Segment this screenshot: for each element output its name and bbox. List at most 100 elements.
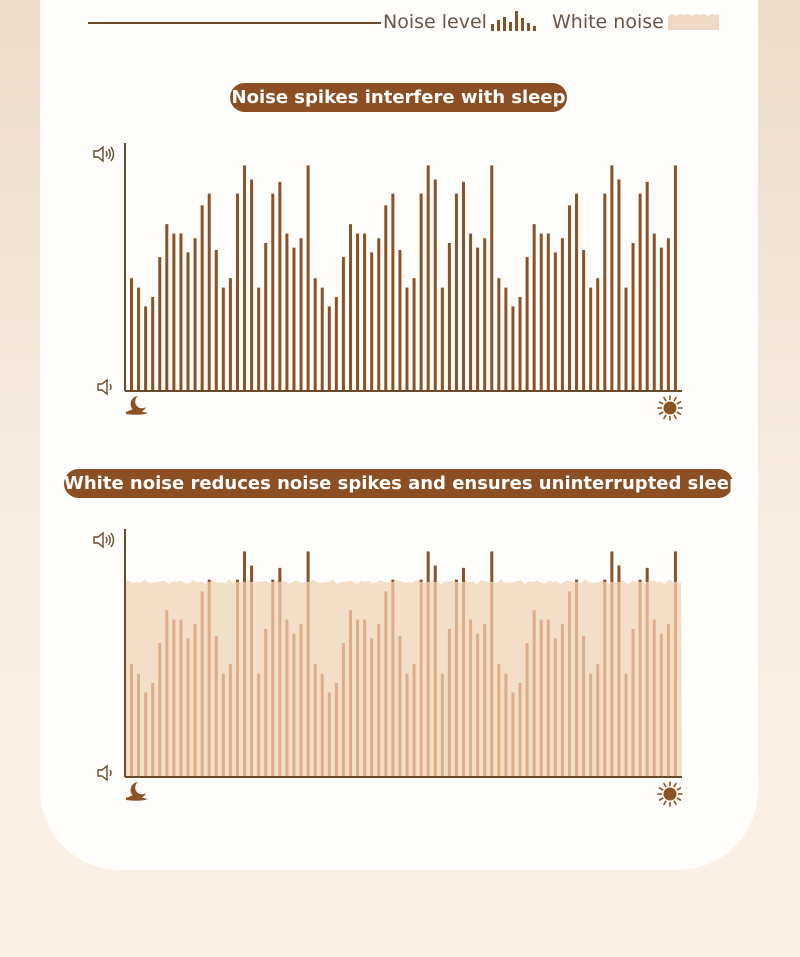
bar-masked [320, 673, 324, 777]
bar [377, 238, 381, 391]
bar [250, 179, 254, 391]
bar [532, 224, 536, 391]
bar [172, 233, 176, 391]
bar-masked [617, 581, 621, 777]
bar-masked [370, 638, 374, 777]
bar-masked [363, 619, 367, 777]
bar [419, 579, 423, 582]
bar-masked [186, 638, 190, 777]
bar-masked [235, 581, 239, 777]
legend-white-label: White noise [552, 11, 664, 33]
bar [462, 567, 466, 582]
bar [228, 278, 232, 391]
bar [645, 567, 649, 582]
bar [631, 242, 635, 391]
bar-masked [610, 581, 614, 777]
legend-noise-label: Noise level [383, 11, 487, 33]
bar-masked [426, 581, 430, 777]
speaker-loud-icon [93, 145, 115, 163]
bar-masked [624, 673, 628, 777]
bar-masked [645, 581, 649, 777]
bar [186, 252, 190, 391]
bar-masked [638, 581, 642, 777]
bar-masked [292, 633, 296, 777]
moon-icon [126, 782, 148, 801]
bar [490, 551, 494, 582]
bar-masked [193, 624, 197, 777]
legend-divider-line [88, 22, 381, 24]
bar-masked [546, 619, 550, 777]
bar-masked [214, 636, 218, 777]
bar-masked [659, 633, 663, 777]
chart1-title: Noise spikes interfere with sleep [230, 83, 567, 112]
sun-icon [657, 395, 683, 421]
bar [391, 579, 395, 582]
bar [271, 193, 275, 391]
bar-masked [257, 673, 261, 777]
bar-masked [511, 692, 515, 777]
white-noise-icon [668, 14, 719, 30]
bar-masked [652, 619, 656, 777]
bar [525, 257, 529, 391]
bar-masked [603, 581, 607, 777]
bar [454, 193, 458, 391]
bar-masked [419, 581, 423, 777]
bar-masked [264, 628, 268, 777]
bar [447, 242, 451, 391]
chart-svg [93, 529, 683, 807]
chart-white-noise [0, 521, 800, 821]
bar-masked [228, 664, 232, 777]
chart-svg [93, 143, 683, 421]
bar [490, 165, 494, 391]
bar [412, 278, 416, 391]
bar [306, 165, 310, 391]
bar-masked [631, 628, 635, 777]
bar [575, 579, 579, 582]
bar-masked [469, 619, 473, 777]
bar [257, 287, 261, 391]
bar [617, 179, 621, 391]
bar [659, 247, 663, 391]
bar [207, 579, 211, 582]
bar-masked [553, 638, 557, 777]
bar-masked [476, 633, 480, 777]
bar [666, 238, 670, 391]
bar-masked [384, 591, 388, 777]
bar [356, 233, 360, 391]
bar-masked [130, 664, 133, 777]
bar-masked [518, 683, 522, 777]
bar-masked [398, 636, 402, 777]
bar [575, 193, 579, 391]
bar [624, 287, 628, 391]
sun-icon [657, 781, 683, 807]
bar-masked [582, 636, 586, 777]
bar-masked [532, 610, 536, 777]
bar [589, 287, 593, 391]
bar [440, 287, 444, 391]
bar [313, 278, 317, 391]
bar [603, 579, 607, 582]
bar-masked [483, 624, 487, 777]
bar-masked [144, 692, 148, 777]
bar [214, 250, 218, 391]
bar [130, 278, 133, 391]
bar-masked [299, 624, 303, 777]
bar [617, 565, 621, 582]
bar [560, 238, 564, 391]
bar-masked [462, 581, 466, 777]
bar [243, 165, 247, 391]
bar [264, 242, 268, 391]
bar [292, 247, 296, 391]
speaker-loud-icon [93, 531, 115, 549]
bar-masked [221, 673, 225, 777]
bar [158, 257, 162, 391]
bar-masked [596, 664, 600, 777]
bar [278, 181, 282, 391]
bar-masked [575, 581, 579, 777]
bar [398, 250, 402, 391]
bar [638, 579, 642, 582]
bar [370, 252, 374, 391]
bar [610, 165, 614, 391]
bar-masked [207, 581, 211, 777]
bar [567, 205, 571, 391]
